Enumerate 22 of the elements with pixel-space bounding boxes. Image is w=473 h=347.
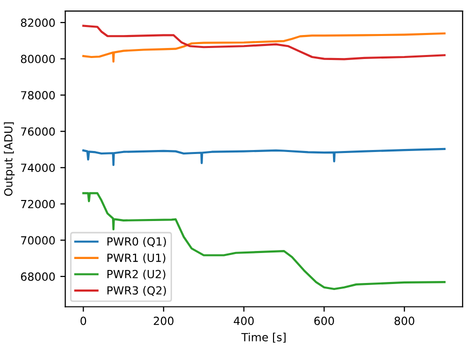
legend-label: PWR1 (U1) — [107, 253, 166, 264]
legend-label: PWR2 (U2) — [107, 270, 166, 280]
y-tick-label: 70000 — [21, 236, 55, 245]
line-series — [82, 32, 446, 63]
y-tick-label: 78000 — [21, 91, 55, 100]
x-tick-label: 200 — [154, 316, 174, 326]
x-tick-label: 0 — [80, 316, 86, 326]
y-axis-title: Output [ADU] — [4, 122, 15, 196]
y-tick-label: 82000 — [20, 18, 55, 27]
x-tick-label: 800 — [394, 316, 414, 326]
line-series — [82, 24, 446, 60]
legend-label: PWR0 (Q1) — [107, 237, 166, 247]
y-tick-label: 80000 — [20, 54, 55, 64]
y-tick-label: 72000 — [21, 200, 55, 208]
y-tick-label: 68000 — [20, 272, 55, 281]
legend-label: PWR3 (Q2) — [107, 286, 166, 296]
x-tick-label: 400 — [234, 316, 254, 326]
y-tick-label: 76000 — [21, 127, 55, 136]
x-tick-label: 600 — [314, 316, 334, 326]
x-axis-title: Time [s] — [241, 332, 286, 343]
line-series — [82, 148, 446, 166]
y-tick-label: 74000 — [21, 164, 55, 172]
